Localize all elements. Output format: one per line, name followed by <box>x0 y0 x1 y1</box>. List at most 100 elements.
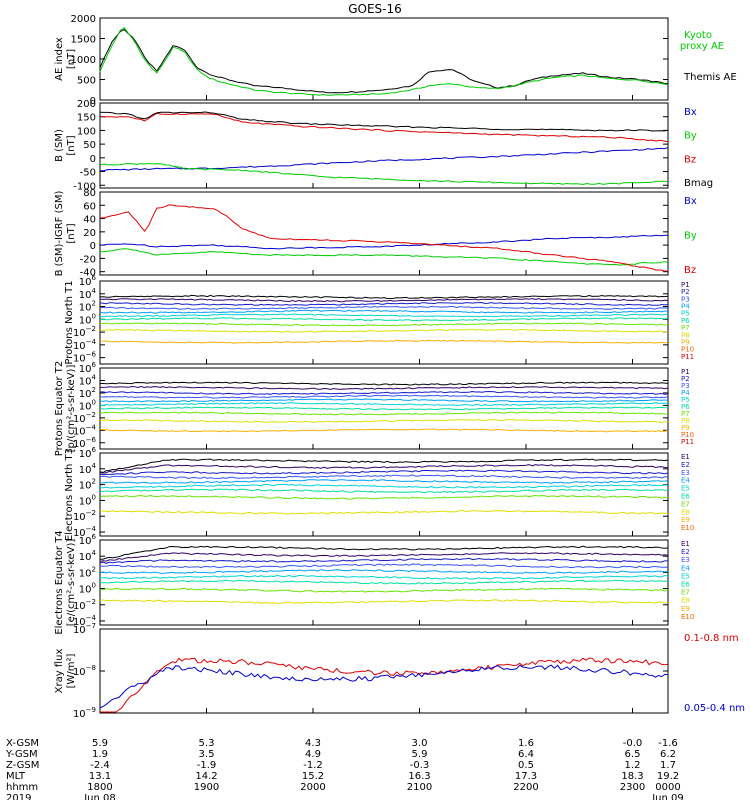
y-axis-unit: [W/m²] <box>66 653 77 688</box>
flux-channel-line <box>99 569 669 574</box>
legend: Bx By Bz Bmag <box>684 107 713 189</box>
flux-channel-line <box>99 313 669 318</box>
legend-entry: 0.1-0.8 nm <box>684 633 739 644</box>
flux-channel-line <box>99 474 669 480</box>
y-tick-label: 60 <box>83 201 96 212</box>
legend-entry: Bx <box>684 107 697 118</box>
x-tick-label: 1.6 <box>518 738 534 749</box>
figure-title: GOES-16 <box>348 2 402 16</box>
x-tick-label: 3.5 <box>199 749 215 760</box>
x-row-label: Z-GSM <box>6 760 39 771</box>
y-tick-label: 1500 <box>71 35 96 46</box>
x-tick-label: -2.4 <box>90 760 110 771</box>
flux-channel-line <box>99 305 669 310</box>
legend-entry: E4 <box>681 477 690 485</box>
x-tick-label: 18.3 <box>621 771 643 782</box>
x-tick-label: 0.5 <box>518 760 534 771</box>
y-axis-label: Protons North T1 <box>64 280 75 364</box>
legend-entry: P5 <box>681 310 690 318</box>
y-tick-label: 80 <box>83 188 96 199</box>
x-tick-label: 1.2 <box>625 760 641 771</box>
legend-entry: Bx <box>684 196 697 207</box>
y-tick-label: 104 <box>79 549 97 563</box>
flux-channel-line <box>99 479 669 484</box>
legend-entry: Bmag <box>684 178 713 189</box>
flux-channel-line <box>99 599 669 604</box>
x-tick-label: -1.6 <box>658 738 678 749</box>
x-tick-label: 5.9 <box>92 738 108 749</box>
y-tick-label: 106 <box>79 533 97 547</box>
flux-channel-line <box>99 494 669 500</box>
legend-entry: E1 <box>681 453 690 461</box>
x-tick-label: 17.3 <box>515 771 537 782</box>
flux-channel-line <box>100 385 669 390</box>
flux-channel-line <box>99 483 669 489</box>
y-tick-label: 100 <box>79 493 96 507</box>
legend-entry: E4 <box>681 564 690 572</box>
y-axis-unit: [e/(cm²-s-sr-keV)] <box>66 539 77 627</box>
legend-entry: P8 <box>681 417 690 425</box>
x-tick-label: 0000 <box>655 782 680 793</box>
y-tick-label: -100 <box>73 181 96 192</box>
y-axis-unit: [nT] <box>66 135 77 155</box>
y-tick-label: 150 <box>77 113 96 124</box>
x-tick-label: 2200 <box>513 782 538 793</box>
y-tick-label: 104 <box>79 462 97 476</box>
x-tick-label: 4.3 <box>305 738 321 749</box>
flux-channel-line <box>99 406 669 411</box>
y-tick-label: 10−2 <box>73 509 96 523</box>
legend-entry: P3 <box>681 295 690 303</box>
series-line-themis-ae <box>99 29 669 94</box>
legend-entry: P11 <box>681 353 694 361</box>
legend-entry: P2 <box>681 375 690 383</box>
flux-channel-line <box>99 381 669 386</box>
x-tick-label: 14.2 <box>195 771 217 782</box>
panel-2: -100 -50 0 50 100 150 200 B (SM) [nT] Bx By Bz Bmag <box>54 99 713 192</box>
flux-channel-line <box>99 411 669 416</box>
legend-entry: P4 <box>681 389 690 397</box>
series-line-by <box>99 162 669 186</box>
flux-channel-line <box>99 418 669 423</box>
flux-channel-line <box>100 428 669 433</box>
legend-entry: By <box>684 231 697 242</box>
flux-channel-line <box>99 574 669 580</box>
legend-entry: E1 <box>681 540 690 548</box>
x-tick-label: Jun 09 <box>651 793 684 800</box>
flux-channel-line <box>99 557 668 564</box>
x-tick-label: 1.7 <box>660 760 676 771</box>
y-tick-label: 2000 <box>71 14 96 25</box>
legend-entry: Bz <box>684 154 696 165</box>
x-tick-label: 6.2 <box>660 749 676 760</box>
panel-frame <box>99 191 669 276</box>
legend-entry: E6 <box>681 581 690 589</box>
legend: 0.1-0.8 nm 0.05-0.4 nm <box>684 633 745 714</box>
flux-channel-line <box>100 587 669 593</box>
y-tick-label: 500 <box>77 76 96 87</box>
flux-channel-line <box>99 402 669 407</box>
legend-entry: E3 <box>681 556 690 564</box>
legend-entry: P9 <box>681 338 690 346</box>
x-tick-label: 16.3 <box>408 771 430 782</box>
flux-channel-line <box>99 309 669 314</box>
flux-channel-line <box>99 398 669 403</box>
y-tick-label: 102 <box>79 478 96 492</box>
series-line-bz <box>99 204 669 272</box>
flux-channel-line <box>99 664 669 709</box>
legend-entry: P11 <box>681 438 694 446</box>
flux-channel-line <box>99 394 669 399</box>
x-tick-label: 5.9 <box>412 749 428 760</box>
y-tick-label: -40 <box>80 268 96 279</box>
flux-channel-line <box>99 298 669 303</box>
x-tick-label: 2300 <box>620 782 645 793</box>
y-tick-label: 102 <box>79 565 96 579</box>
y-tick-label: -20 <box>80 254 96 265</box>
flux-channel-line <box>99 469 669 476</box>
y-tick-label: 10−9 <box>73 706 96 720</box>
x-axis-table: X-GSMY-GSMZ-GSMMLThhmm20195.91.9-2.413.1… <box>5 738 684 800</box>
legend-entry: P9 <box>681 424 690 432</box>
series-line-bx <box>99 147 669 172</box>
legend-entry: E8 <box>681 597 690 605</box>
